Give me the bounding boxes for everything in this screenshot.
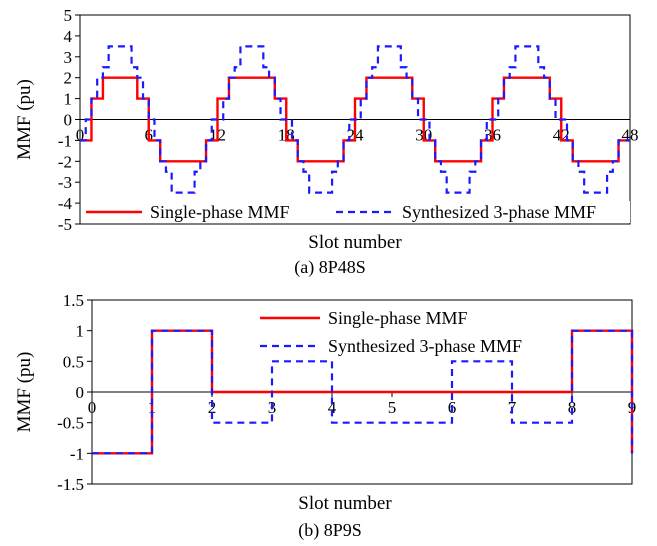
- y-tick-label: 0: [76, 383, 85, 402]
- y-tick-label: 2: [64, 69, 73, 88]
- y-tick-label: 3: [64, 48, 73, 67]
- y-tick-label: 4: [64, 27, 73, 46]
- y-tick-label: 1.5: [63, 291, 84, 310]
- x-tick-label: 0: [76, 126, 85, 145]
- x-tick-label: 4: [328, 398, 337, 417]
- legend: Single-phase MMF Synthesized 3-phase MMF: [84, 201, 630, 223]
- legend-label: Single-phase MMF: [328, 308, 468, 328]
- x-tick-label: 8: [568, 398, 577, 417]
- legend-label: Synthesized 3-phase MMF: [402, 202, 596, 222]
- chart-caption: (a) 8P48S: [294, 257, 366, 278]
- y-tick-label: -3: [58, 173, 72, 192]
- series-line-synthesized-3-phase: [80, 45, 630, 194]
- x-tick-label: 0: [88, 398, 97, 417]
- x-axis-label: Slot number: [308, 232, 402, 253]
- y-tick-label: -1.5: [57, 475, 84, 494]
- y-axis-label: MMF (pu): [14, 79, 35, 160]
- y-axis-label: MMF (pu): [14, 352, 35, 433]
- y-tick-label: 1: [64, 90, 73, 109]
- chart-b: 1.510.50-0.5-1-1.50 1 2 3 4 5 6 7 8 9Single-phase…: [14, 291, 636, 541]
- y-tick-label: -5: [58, 215, 72, 234]
- y-tick-label: -2: [58, 152, 72, 171]
- y-tick-label: 5: [64, 6, 73, 25]
- y-tick-label: -1: [58, 131, 72, 150]
- legend-label: Single-phase MMF: [150, 202, 290, 222]
- y-tick-label: 1: [76, 322, 85, 341]
- series-line-synthesized-3-phase: [92, 329, 634, 455]
- chart-caption: (b) 8P9S: [298, 520, 362, 541]
- x-tick-label: 48: [622, 126, 639, 145]
- y-tick-label: -1: [70, 444, 84, 463]
- x-tick-label: 5: [388, 398, 397, 417]
- x-tick-label: 2: [208, 398, 217, 417]
- x-axis-label: Slot number: [298, 493, 392, 514]
- legend-label: Synthesized 3-phase MMF: [328, 336, 522, 356]
- legend: Single-phase MMF Synthesized 3-phase MMF: [254, 304, 530, 356]
- y-tick-label: -0.5: [57, 414, 84, 433]
- legend-background: [254, 304, 530, 356]
- y-tick-label: 0: [64, 111, 73, 130]
- y-tick-label: 0.5: [63, 352, 84, 371]
- legend-background: [84, 201, 630, 223]
- y-tick-label: -4: [58, 194, 73, 213]
